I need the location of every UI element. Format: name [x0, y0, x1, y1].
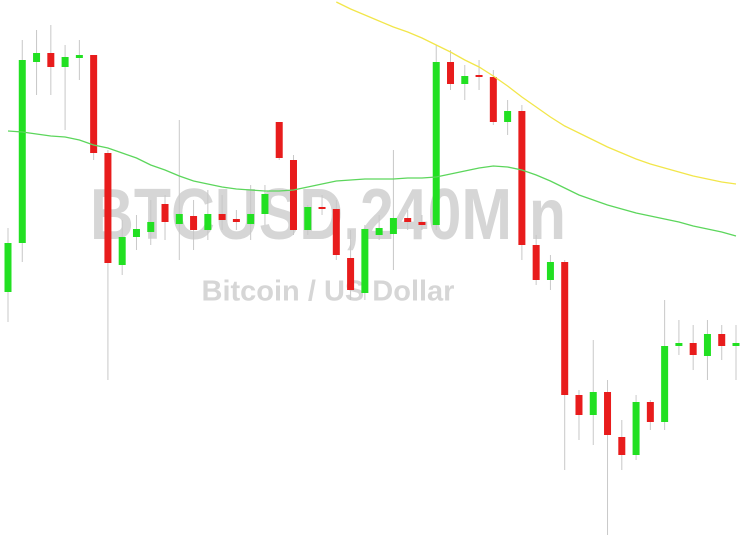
candle-body [232, 219, 240, 222]
candle-body [118, 237, 126, 265]
candle-body [318, 207, 326, 209]
candle-body [33, 53, 41, 62]
candle-body [518, 111, 526, 245]
watermark-subtitle: Bitcoin / US Dollar [202, 276, 455, 308]
candle-body [718, 334, 726, 346]
candle-body [275, 122, 283, 158]
candle-body [389, 218, 397, 234]
candle-body [575, 395, 583, 415]
candle-body [218, 214, 226, 220]
moving-average-line [7, 130, 737, 237]
candle-body [47, 53, 55, 67]
candle-body [175, 214, 183, 224]
candle-body [589, 392, 597, 415]
candle-body [332, 209, 340, 255]
candle-body [147, 222, 155, 232]
candle-body [475, 75, 483, 77]
candle-body [375, 228, 383, 235]
candle-body [90, 55, 98, 153]
watermark-title: BTCUSD,240M n [90, 175, 566, 255]
candle-body [675, 343, 683, 346]
candle-body [703, 334, 711, 356]
candle-body [190, 216, 198, 230]
candle-body [204, 214, 212, 230]
candle-body [104, 153, 112, 263]
candle-body [632, 402, 640, 455]
candle-body [18, 60, 26, 243]
candle-body [304, 207, 312, 230]
candle-body [461, 76, 469, 84]
candle-body [561, 262, 569, 395]
candle-body [432, 62, 440, 225]
candle-body [132, 229, 140, 237]
candle-body [661, 346, 669, 422]
candle-body [161, 204, 169, 222]
moving-average-line [336, 1, 737, 185]
candle-body [489, 77, 497, 122]
candle-body [618, 437, 626, 455]
candle-body [404, 218, 412, 222]
candle-body [4, 243, 12, 292]
candle-body [347, 258, 355, 290]
candle-body [532, 245, 540, 280]
candle-body [361, 229, 369, 293]
candle-body [546, 262, 554, 280]
candle-body [504, 111, 512, 122]
candle-body [247, 214, 255, 224]
candle-body [261, 194, 269, 214]
candle-body [646, 402, 654, 422]
candle-body [447, 62, 455, 84]
candle-body [61, 57, 69, 67]
candle-body [289, 160, 297, 230]
candle-body [75, 55, 83, 58]
candle-body [689, 343, 697, 355]
candle-body [732, 343, 740, 346]
candle-body [604, 392, 612, 435]
candle-body [418, 222, 426, 225]
